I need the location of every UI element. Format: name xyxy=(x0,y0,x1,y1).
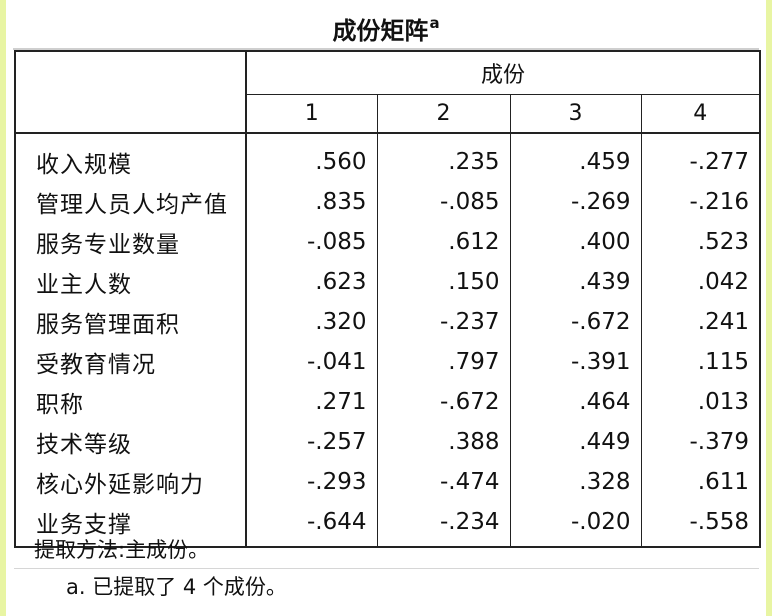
table-row: 服务专业数量 -.085 .612 .400 .523 xyxy=(15,222,760,262)
table-row: 业务支撑 -.644 -.234 -.020 -.558 xyxy=(15,502,760,547)
header-row-group: 成份 xyxy=(15,51,761,134)
table-title: 成份矩阵a xyxy=(6,0,766,50)
table-cell: .623 xyxy=(246,262,378,302)
table-cell: .459 xyxy=(510,133,642,182)
column-header-2: 2 xyxy=(377,94,511,134)
table-row: 核心外延影响力 -.293 -.474 .328 .611 xyxy=(15,462,760,502)
table-row: 收入规模 .560 .235 .459 -.277 xyxy=(15,133,760,182)
table-cell: .835 xyxy=(246,182,378,222)
table-row: 受教育情况 -.041 .797 -.391 .115 xyxy=(15,342,760,382)
table-cell: .328 xyxy=(510,462,642,502)
column-header-3: 3 xyxy=(510,94,642,134)
component-matrix-table: 成份 1 2 3 4 收入规模 .560 .235 .459 -.277 管理人… xyxy=(14,50,762,548)
footnote-a: a. 已提取了 4 个成份。 xyxy=(66,575,287,599)
table-cell: -.644 xyxy=(246,502,378,547)
footnote-divider xyxy=(14,568,759,569)
group-header: 成份 xyxy=(246,51,761,95)
table-cell: .241 xyxy=(697,309,750,335)
table-cell: -.391 xyxy=(510,342,642,382)
table-cell: .271 xyxy=(246,382,378,422)
row-label: 服务专业数量 xyxy=(15,222,247,262)
header-blank-cell xyxy=(15,51,247,134)
table-cell: -.020 xyxy=(510,502,642,547)
row-label: 业主人数 xyxy=(15,262,247,302)
right-accent-strip xyxy=(766,0,772,616)
table-cell: .560 xyxy=(246,133,378,182)
table-cell: -.558 xyxy=(689,509,750,535)
table-cell: .523 xyxy=(697,229,750,255)
table-cell: .612 xyxy=(377,222,511,262)
title-footnote-marker: a xyxy=(429,14,440,32)
table-cell: -.041 xyxy=(246,342,378,382)
table-cell: .400 xyxy=(510,222,642,262)
table-cell: -.277 xyxy=(689,149,750,175)
table-cell: -.237 xyxy=(377,302,511,342)
row-label: 服务管理面积 xyxy=(15,302,247,342)
table-cell: .449 xyxy=(510,422,642,462)
table-cell: .042 xyxy=(697,269,750,295)
row-label: 职称 xyxy=(15,382,247,422)
footnote-extraction-method: 提取方法:主成份。 xyxy=(34,538,210,562)
row-label: 管理人员人均产值 xyxy=(15,182,247,222)
table-cell: -.085 xyxy=(246,222,378,262)
table-cell: -.293 xyxy=(246,462,378,502)
table-cell: -.085 xyxy=(377,182,511,222)
table-row: 管理人员人均产值 .835 -.085 -.269 -.216 xyxy=(15,182,760,222)
table-cell: -.269 xyxy=(510,182,642,222)
table-cell: .439 xyxy=(510,262,642,302)
table-row: 职称 .271 -.672 .464 .013 xyxy=(15,382,760,422)
table-cell: -.672 xyxy=(377,382,511,422)
row-label: 受教育情况 xyxy=(15,342,247,382)
row-label: 收入规模 xyxy=(15,133,247,182)
table-cell: .235 xyxy=(377,133,511,182)
row-label: 技术等级 xyxy=(15,422,247,462)
header-row-columns: 1 2 3 4 xyxy=(15,94,761,134)
table-cell: -.257 xyxy=(246,422,378,462)
table-cell: .388 xyxy=(377,422,511,462)
table-title-text: 成份矩阵 xyxy=(332,17,429,45)
table-cell: -.474 xyxy=(377,462,511,502)
table-row: 业主人数 .623 .150 .439 .042 xyxy=(15,262,760,302)
table-cell: .611 xyxy=(697,469,750,495)
table-cell: -.672 xyxy=(510,302,642,342)
title-divider xyxy=(13,48,759,50)
table-cell: .797 xyxy=(377,342,511,382)
column-header-1: 1 xyxy=(246,94,378,134)
table-cell: .464 xyxy=(510,382,642,422)
left-accent-strip xyxy=(0,0,6,616)
table-row: 技术等级 -.257 .388 .449 -.379 xyxy=(15,422,760,462)
table-cell: .150 xyxy=(377,262,511,302)
table-row: 服务管理面积 .320 -.237 -.672 .241 xyxy=(15,302,760,342)
table-cell: -.234 xyxy=(377,502,511,547)
table-cell: .115 xyxy=(697,349,750,375)
row-label: 业务支撑 xyxy=(15,502,247,547)
table-cell: -.379 xyxy=(689,429,750,455)
table-cell: .013 xyxy=(697,389,750,415)
table-cell: -.216 xyxy=(689,189,750,215)
row-label: 核心外延影响力 xyxy=(15,462,247,502)
column-header-4: 4 xyxy=(641,94,761,134)
table-cell: .320 xyxy=(246,302,378,342)
